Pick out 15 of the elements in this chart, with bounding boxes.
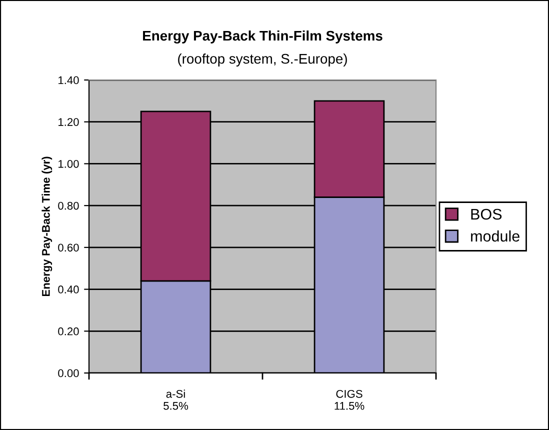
legend-label: BOS xyxy=(471,208,502,220)
y-tick-label: 0.40 xyxy=(58,286,79,294)
y-tick-label: 1.40 xyxy=(58,76,79,84)
y-tick-label: 0.20 xyxy=(58,327,79,336)
y-tick-label: 1.20 xyxy=(58,118,79,126)
y-tick-label: 0.00 xyxy=(58,369,79,378)
legend-label: module xyxy=(471,230,520,242)
x-tick-label: a-Si 5.5% xyxy=(164,390,188,410)
x-tick-label: CIGS 11.5% xyxy=(334,390,364,410)
chart-title: Energy Pay-Back Thin-Film Systems xyxy=(143,30,382,44)
chart-subtitle: (rooftop system, S.-Europe) xyxy=(178,54,347,66)
y-tick-label: 0.60 xyxy=(58,244,79,252)
y-tick-label: 1.00 xyxy=(58,160,79,168)
y-tick-label: 0.80 xyxy=(58,202,79,210)
y-axis-title: Energy Pay-Back Time (yr) xyxy=(42,156,52,296)
